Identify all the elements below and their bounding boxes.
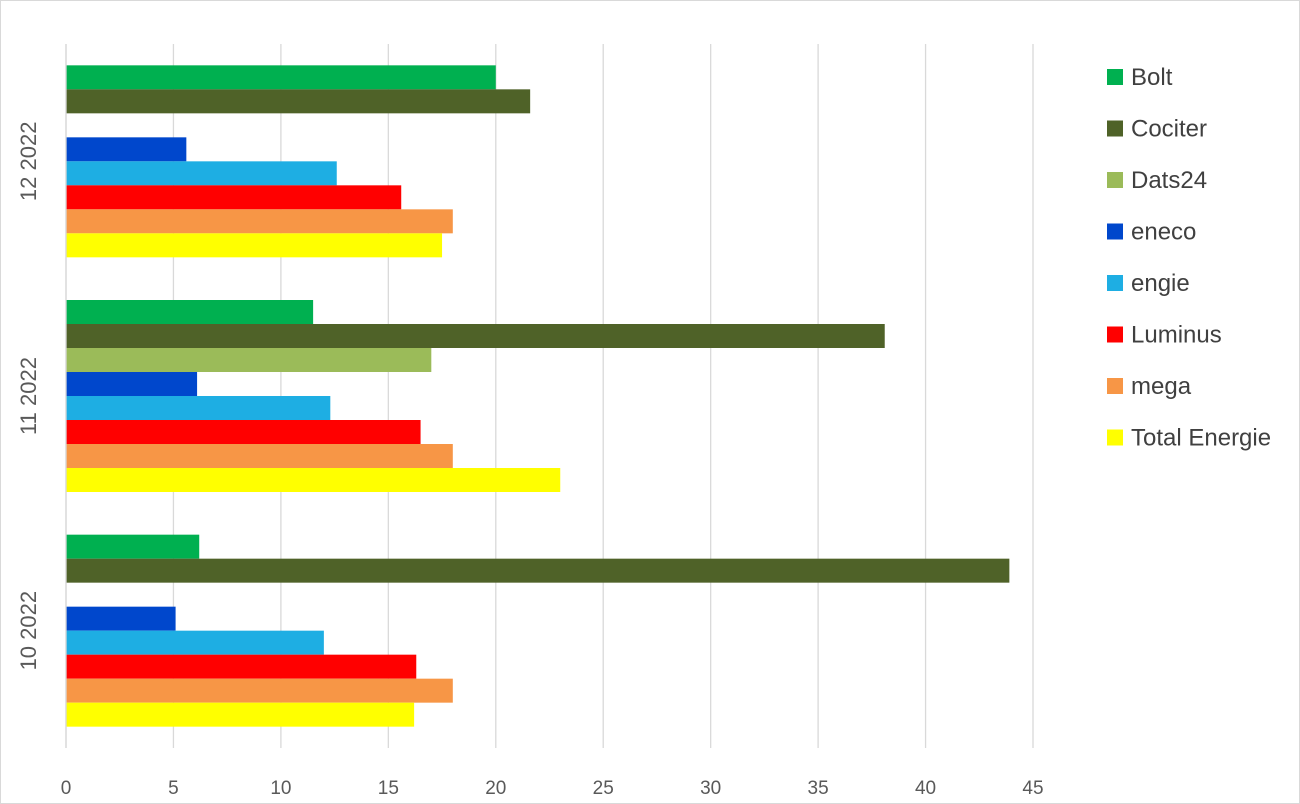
category-label-12-2022: 12 2022 [16, 122, 41, 202]
legend-label-cociter: Cociter [1131, 116, 1207, 143]
legend-label-engie: engie [1131, 270, 1190, 297]
legend-swatch-total-energie [1107, 429, 1123, 446]
legend-swatch-eneco [1107, 223, 1123, 240]
bar-mega-11-2022 [66, 444, 453, 468]
category-axis: 10 2022 11 2022 12 2022 [16, 44, 67, 748]
legend-swatch-cociter [1107, 120, 1123, 137]
x-tick-label-25: 25 [593, 778, 614, 799]
bar-luminus-10-2022 [66, 654, 417, 679]
bar-bolt-10-2022 [66, 534, 200, 559]
bar-cociter-11-2022 [66, 324, 885, 348]
legend-label-bolt: Bolt [1131, 64, 1173, 91]
bar-bolt-12-2022 [66, 65, 496, 90]
bar-engie-11-2022 [66, 396, 331, 420]
bar-luminus-11-2022 [66, 420, 421, 444]
x-tick-label-30: 30 [700, 778, 721, 799]
bar-eneco-12-2022 [66, 137, 187, 162]
category-label-11-2022: 11 2022 [16, 357, 41, 435]
legend-label-total-energie: Total Energie [1131, 425, 1271, 452]
legend-label-luminus: Luminus [1131, 322, 1222, 349]
bar-engie-12-2022 [66, 161, 337, 186]
x-tick-label-5: 5 [168, 778, 179, 799]
legend-label-eneco: eneco [1131, 219, 1196, 246]
x-tick-label-35: 35 [808, 778, 829, 799]
x-tick-label-45: 45 [1022, 778, 1043, 799]
legend-swatch-dats24 [1107, 172, 1123, 188]
bar-total-energie-11-2022 [66, 468, 561, 492]
legend-label-dats24: Dats24 [1131, 167, 1207, 194]
bar-mega-10-2022 [66, 678, 453, 703]
bar-luminus-12-2022 [66, 185, 402, 210]
x-tick-label-15: 15 [378, 778, 399, 799]
x-tick-label-0: 0 [61, 778, 72, 799]
bar-dats24-11-2022 [66, 348, 432, 372]
category-label-10-2022: 10 2022 [16, 591, 41, 671]
legend-swatch-luminus [1107, 326, 1123, 343]
legend-swatch-mega [1107, 378, 1123, 394]
legend-swatch-bolt [1107, 69, 1123, 85]
bar-mega-12-2022 [66, 209, 453, 234]
bars [66, 65, 1010, 727]
bar-eneco-11-2022 [66, 372, 198, 396]
bar-total-energie-12-2022 [66, 233, 443, 258]
bar-eneco-10-2022 [66, 606, 176, 631]
legend: Bolt Cociter Dats24 eneco engie Luminus mega To… [1107, 64, 1271, 452]
bar-bolt-11-2022 [66, 300, 314, 324]
legend-label-mega: mega [1131, 373, 1192, 400]
bar-cociter-10-2022 [66, 558, 1010, 583]
x-tick-label-20: 20 [485, 778, 506, 799]
x-tick-label-40: 40 [915, 778, 936, 799]
x-axis: 0 5 10 15 20 25 30 35 40 45 [61, 778, 1044, 799]
bar-engie-10-2022 [66, 630, 324, 655]
bar-total-energie-10-2022 [66, 702, 415, 727]
x-tick-label-10: 10 [270, 778, 291, 799]
bar-cociter-12-2022 [66, 89, 531, 114]
legend-swatch-engie [1107, 275, 1123, 291]
